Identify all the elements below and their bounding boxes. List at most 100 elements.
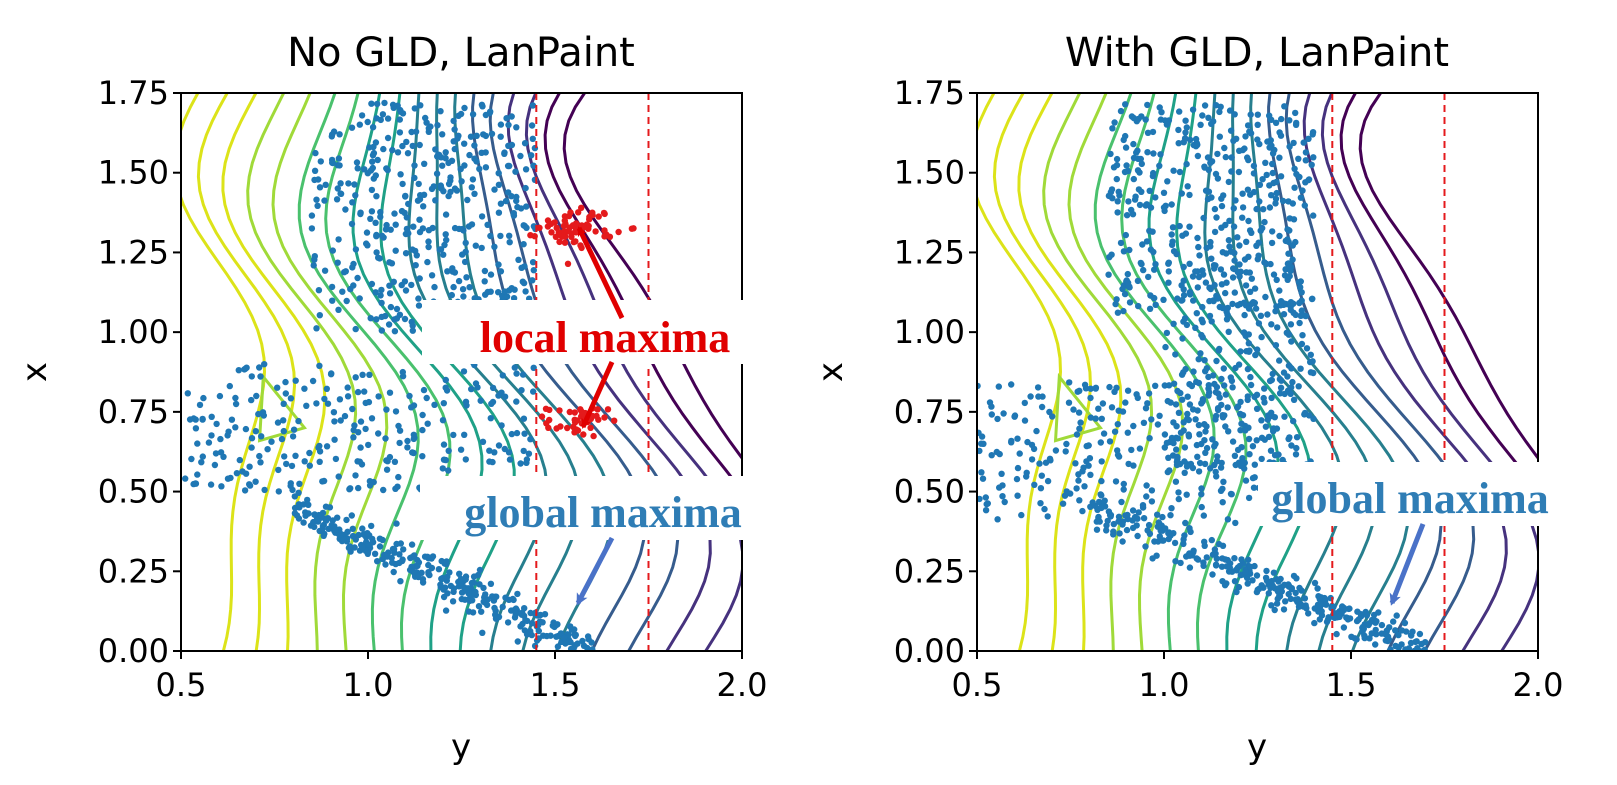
scatter-point [1310, 212, 1317, 219]
scatter-point [1402, 659, 1408, 665]
scatter-point [218, 483, 225, 490]
scatter-point [1402, 646, 1409, 651]
scatter-point [236, 456, 243, 464]
scatter-point [335, 473, 342, 480]
y-tick-label: 1.00 [894, 313, 965, 351]
scatter-point [1278, 115, 1285, 123]
scatter-point [373, 193, 380, 200]
scatter-point [978, 469, 985, 476]
scatter-point [1129, 524, 1137, 532]
scatter-point [1421, 657, 1427, 663]
scatter-point [378, 327, 385, 334]
scatter-point [416, 228, 424, 236]
scatter-point [1085, 462, 1092, 469]
scatter-point [1180, 263, 1187, 271]
scatter-point [316, 312, 323, 319]
scatter-point [1095, 514, 1102, 522]
scatter-point [1258, 455, 1265, 463]
scatter-point [1113, 296, 1120, 303]
scatter-point [439, 131, 446, 138]
scatter-point [1222, 221, 1229, 229]
scatter-point [445, 192, 452, 200]
scatter-point [351, 181, 358, 188]
scatter-point [492, 593, 499, 600]
scatter-point [486, 447, 493, 454]
scatter-point [411, 105, 418, 112]
scatter-point [464, 196, 471, 204]
scatter-point [1082, 385, 1090, 392]
scatter-point [498, 422, 505, 429]
scatter-point [384, 458, 391, 465]
scatter-point [1268, 192, 1275, 199]
scatter-point [986, 399, 994, 406]
x-tick-label: 1.5 [530, 666, 581, 704]
scatter-point [1205, 373, 1212, 381]
scatter-point [1268, 239, 1276, 247]
scatter-point [330, 409, 338, 416]
scatter-point [1114, 309, 1122, 316]
scatter-point [1146, 435, 1153, 442]
scatter-point [1104, 517, 1111, 525]
scatter-point [310, 262, 317, 269]
scatter-point [1143, 201, 1151, 208]
scatter-point [1305, 135, 1312, 142]
scatter-point [1372, 619, 1379, 626]
scatter-point [1080, 464, 1087, 471]
scatter-point [1185, 431, 1192, 438]
scatter-point [419, 453, 426, 460]
scatter-point [1139, 502, 1147, 509]
scatter-point [528, 122, 536, 129]
scatter-point [1296, 319, 1303, 327]
scatter-point [1199, 112, 1206, 119]
scatter-point [387, 226, 394, 233]
scatter-point [1258, 333, 1265, 341]
scatter-point [373, 249, 380, 256]
scatter-point [1310, 415, 1317, 422]
scatter-point [1081, 483, 1088, 490]
scatter-point [390, 278, 397, 285]
scatter-point [477, 397, 484, 404]
scatter-point [571, 409, 578, 416]
scatter-point [320, 477, 328, 485]
scatter-point [450, 117, 457, 125]
scatter-point [369, 124, 377, 131]
scatter-point [1220, 365, 1228, 372]
scatter-point [1195, 421, 1203, 429]
scatter-point [355, 484, 362, 492]
scatter-point [1168, 201, 1175, 208]
scatter-point [569, 659, 575, 665]
scatter-point [278, 435, 286, 443]
contour-line [1339, 93, 1538, 494]
scatter-point [1246, 269, 1254, 276]
scatter-point [1214, 295, 1221, 302]
y-tick-label: 0.50 [894, 473, 965, 511]
scatter-point [366, 371, 373, 378]
scatter-point [1324, 616, 1332, 623]
scatter-point [1095, 498, 1103, 506]
scatter-point [287, 395, 295, 402]
scatter-point [1208, 318, 1215, 325]
scatter-point [1173, 453, 1181, 460]
scatter-point [442, 149, 449, 156]
scatter-point [424, 553, 431, 560]
scatter-point [1246, 451, 1253, 458]
scatter-point [495, 181, 503, 188]
scatter-point [1186, 550, 1193, 557]
scatter-point [434, 122, 441, 129]
scatter-point [414, 556, 421, 564]
scatter-points [977, 101, 1429, 665]
scatter-point [342, 206, 349, 213]
scatter-point [420, 386, 428, 394]
scatter-point [1198, 503, 1205, 511]
scatter-point [1151, 294, 1158, 302]
scatter-point [403, 138, 410, 146]
scatter-point [1112, 300, 1119, 308]
scatter-point [1211, 205, 1219, 213]
scatter-point [335, 236, 342, 243]
scatter-point [451, 185, 459, 192]
scatter-point [1186, 525, 1193, 532]
scatter-point [1230, 265, 1237, 272]
scatter-point [1170, 320, 1177, 327]
scatter-point [1211, 265, 1218, 272]
scatter-point [586, 660, 592, 666]
